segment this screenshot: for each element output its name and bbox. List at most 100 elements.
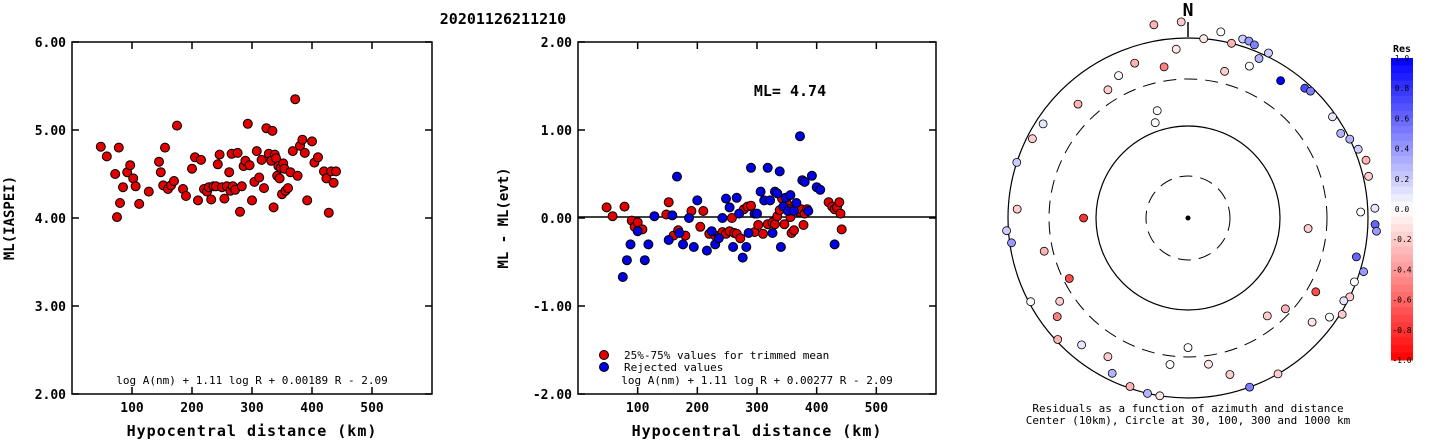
data-point: [774, 166, 785, 177]
station-point: [1204, 359, 1213, 369]
x-tick-label: 400: [805, 401, 829, 416]
colorbar-cell: [1391, 261, 1413, 270]
data-point: [307, 136, 317, 147]
colorbar-cell: [1391, 224, 1413, 233]
station-point: [1130, 58, 1140, 68]
data-point: [115, 198, 125, 208]
colorbar-cell: [1391, 246, 1413, 255]
station-point: [1143, 388, 1152, 398]
y-axis-label: ML(IASPEI): [2, 176, 18, 260]
data-point: [803, 206, 814, 216]
data-point: [752, 208, 762, 219]
data-point: [254, 172, 265, 183]
colorbar-tick-label: -0.2: [1392, 235, 1411, 244]
data-point: [746, 162, 756, 173]
data-point: [244, 160, 255, 171]
colorbar-cell: [1391, 110, 1413, 119]
colorbar-cell: [1391, 337, 1413, 346]
colorbar-cell: [1391, 163, 1413, 172]
data-point: [313, 152, 323, 163]
y-tick-label: 6.00: [35, 36, 66, 51]
legend-label-rejected: Rejected values: [624, 361, 723, 374]
station-point: [1199, 34, 1209, 44]
station-point: [1227, 38, 1236, 48]
caption-line2: Center (10km), Circle at 30, 100, 300 an…: [1026, 414, 1351, 427]
colorbar-tick-label: 0.4: [1395, 145, 1410, 154]
colorbar-tick-labels: 1.0 0.8 0.6 0.4 0.2 0.0 -0.2 -0.4 -0.6 -0.8 -1.0: [1392, 54, 1411, 365]
station-point: [1225, 370, 1235, 379]
x-tick-label: 300: [240, 401, 264, 416]
colorbar-cell: [1391, 299, 1413, 308]
station-point: [1372, 226, 1381, 236]
data-point: [734, 208, 745, 219]
colorbar-cell: [1391, 352, 1413, 361]
colorbar-cell: [1391, 239, 1413, 248]
station-point: [1107, 368, 1117, 378]
data-point: [672, 171, 682, 182]
y-tick-label: 2.00: [35, 388, 66, 403]
formula-annotation: log A(nm) + 1.11 log R + 0.00189 R - 2.0…: [116, 374, 388, 387]
colorbar-cell: [1391, 133, 1413, 142]
data-point: [836, 224, 847, 235]
colorbar-cell: [1391, 73, 1413, 82]
data-point: [323, 207, 334, 218]
y-tick-labels: 2.00 3.00 4.00 5.00 6.00: [35, 36, 432, 403]
colorbar-cell: [1391, 231, 1413, 240]
station-point: [1311, 287, 1321, 297]
caption-line1: Residuals as a function of azimuth and d…: [1032, 402, 1343, 415]
circle-300km: [1048, 78, 1328, 358]
data-points: [601, 131, 847, 282]
x-axis-label: Hypocentral distance (km): [127, 422, 378, 440]
station-point: [1149, 20, 1159, 30]
data-point: [724, 202, 735, 213]
colorbar-cell: [1391, 322, 1413, 331]
station-point: [1073, 99, 1083, 109]
data-point: [236, 181, 247, 192]
colorbar-cell: [1391, 254, 1413, 263]
ml-iaspei-panel: 2.00 3.00 4.00 5.00 6.00 100 200 300 400 500 log…: [2, 36, 433, 440]
circle-1000km: [1007, 37, 1369, 399]
y-tick-label: 1.00: [541, 124, 572, 139]
x-tick-labels: 100 200 300 400 500: [626, 42, 888, 416]
data-point: [731, 192, 742, 203]
colorbar-tick-label: -0.4: [1392, 265, 1411, 274]
station-point: [1039, 246, 1049, 256]
data-point: [134, 198, 145, 209]
station-points: [1002, 17, 1381, 401]
station-point: [1012, 157, 1022, 167]
data-point: [302, 195, 313, 206]
station-point: [1264, 48, 1273, 58]
data-point: [247, 195, 257, 206]
station-point: [1325, 312, 1334, 322]
station-point: [1012, 204, 1022, 214]
data-point: [113, 142, 124, 153]
colorbar-cell: [1391, 269, 1413, 278]
data-point: [274, 173, 285, 184]
station-point: [1345, 134, 1355, 144]
data-point: [741, 242, 752, 252]
data-point: [737, 252, 748, 263]
data-point: [829, 239, 840, 250]
data-point: [621, 255, 632, 266]
data-point: [259, 183, 269, 194]
center-point: [1185, 215, 1191, 221]
station-point: [1155, 391, 1165, 401]
data-point: [698, 206, 709, 216]
station-point: [1052, 312, 1062, 322]
colorbar-cell: [1391, 344, 1413, 353]
station-point: [1152, 106, 1162, 116]
station-point: [1220, 66, 1229, 76]
station-point: [1328, 112, 1337, 122]
colorbar-cell: [1391, 314, 1413, 323]
colorbar-cell: [1391, 276, 1413, 285]
station-point: [1159, 62, 1169, 72]
data-point: [101, 151, 112, 162]
data-point: [235, 206, 245, 217]
station-point: [1028, 134, 1037, 144]
colorbar-title: Res: [1393, 44, 1411, 55]
station-point: [1337, 309, 1347, 319]
data-point: [287, 146, 298, 157]
data-point: [617, 272, 628, 282]
y-tick-label: 5.00: [35, 124, 66, 139]
ml-residual-panel: -2.00 -1.00 0.00 1.00 2.00 100 200 300 400 500 M…: [496, 36, 937, 440]
